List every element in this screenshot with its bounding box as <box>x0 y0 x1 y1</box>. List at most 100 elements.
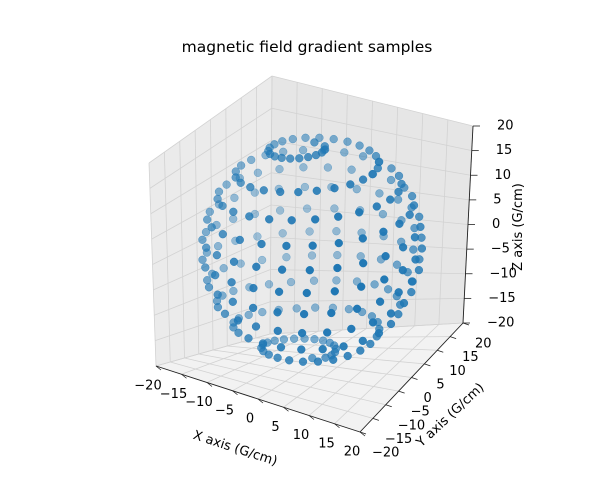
data-point <box>355 208 364 217</box>
data-point <box>300 182 310 192</box>
data-point <box>332 227 341 236</box>
data-point <box>270 336 279 345</box>
gridline-z-right <box>270 204 469 225</box>
z-tick-label: 15 <box>496 143 513 158</box>
data-point <box>276 343 286 352</box>
data-point <box>311 150 321 160</box>
x-tick <box>155 365 162 371</box>
data-point <box>414 265 424 275</box>
tick-marks <box>155 125 480 437</box>
y-tick <box>424 363 431 367</box>
data-point <box>386 175 396 185</box>
x-tick <box>232 390 238 396</box>
data-point <box>302 204 312 213</box>
data-point <box>359 259 368 268</box>
data-point <box>375 189 384 198</box>
data-point <box>198 255 207 264</box>
data-point <box>417 244 427 253</box>
data-point <box>233 316 243 325</box>
data-point <box>201 263 210 272</box>
data-point <box>304 152 313 162</box>
x-axis-label: X axis (G/cm) <box>191 428 279 469</box>
data-point <box>203 215 212 224</box>
data-point <box>313 357 323 366</box>
y-tick <box>449 336 457 340</box>
x-tick-label: −10 <box>185 395 212 410</box>
data-point <box>229 286 238 296</box>
data-point <box>308 241 317 250</box>
data-point <box>228 297 237 306</box>
data-point <box>202 243 211 252</box>
y-tick-label: −5 <box>411 405 430 420</box>
data-point <box>277 153 286 163</box>
data-point <box>333 250 342 260</box>
data-point <box>285 356 294 365</box>
data-point <box>222 180 231 189</box>
data-point <box>248 303 258 313</box>
data-point <box>312 186 321 195</box>
data-point <box>375 297 385 306</box>
data-point <box>373 164 382 173</box>
z-tick-label: −20 <box>487 316 514 331</box>
data-point <box>278 137 287 146</box>
data-point <box>410 233 420 242</box>
y-tick-label: 0 <box>424 391 432 406</box>
y-tick-label: −10 <box>398 418 425 433</box>
data-point <box>264 280 274 289</box>
data-point <box>407 277 417 286</box>
data-point <box>297 345 306 354</box>
data-point <box>329 355 338 364</box>
data-point <box>370 280 379 289</box>
data-point <box>397 179 406 189</box>
data-point <box>289 334 299 343</box>
data-point <box>297 328 307 338</box>
y-tick-label: 10 <box>449 364 466 379</box>
z-tick-label: −10 <box>490 266 517 281</box>
data-point <box>368 318 378 327</box>
x-tick <box>257 398 264 404</box>
data-point <box>387 164 396 173</box>
data-point <box>311 303 320 312</box>
data-point <box>258 339 268 348</box>
data-point <box>394 310 403 319</box>
data-point <box>386 195 395 204</box>
data-point <box>257 239 266 249</box>
x-tick-label: 10 <box>293 428 310 443</box>
z-tick-label: 5 <box>493 192 501 207</box>
data-point <box>234 328 243 337</box>
data-point <box>282 253 291 262</box>
data-point <box>415 212 424 221</box>
data-point <box>395 219 404 228</box>
data-point <box>259 186 268 195</box>
x-tick <box>206 382 213 387</box>
data-point <box>231 173 240 182</box>
data-point <box>392 260 402 269</box>
data-point <box>374 329 384 338</box>
z-tick-label: −5 <box>491 242 510 257</box>
data-point <box>230 193 239 203</box>
data-point <box>227 278 236 287</box>
x-tick-label: 0 <box>246 412 254 427</box>
x-tick <box>181 373 187 379</box>
data-point <box>258 307 267 317</box>
data-point <box>213 290 222 299</box>
data-point <box>299 309 309 319</box>
data-point <box>286 277 296 287</box>
data-point <box>251 322 261 331</box>
data-point <box>305 266 314 275</box>
z-tick-label: 0 <box>492 217 500 232</box>
data-point <box>407 192 417 201</box>
data-point <box>211 271 220 280</box>
data-point <box>203 276 212 285</box>
data-point <box>381 252 390 261</box>
x-tick-label: 20 <box>344 445 361 460</box>
x-tick-label: 5 <box>271 420 279 435</box>
data-point <box>343 137 352 146</box>
data-point <box>275 206 285 215</box>
data-point <box>246 183 255 192</box>
x-tick <box>334 423 340 429</box>
data-point <box>330 287 339 296</box>
gridline-y-floor <box>212 349 412 378</box>
data-point <box>378 210 388 219</box>
data-point <box>252 262 261 271</box>
